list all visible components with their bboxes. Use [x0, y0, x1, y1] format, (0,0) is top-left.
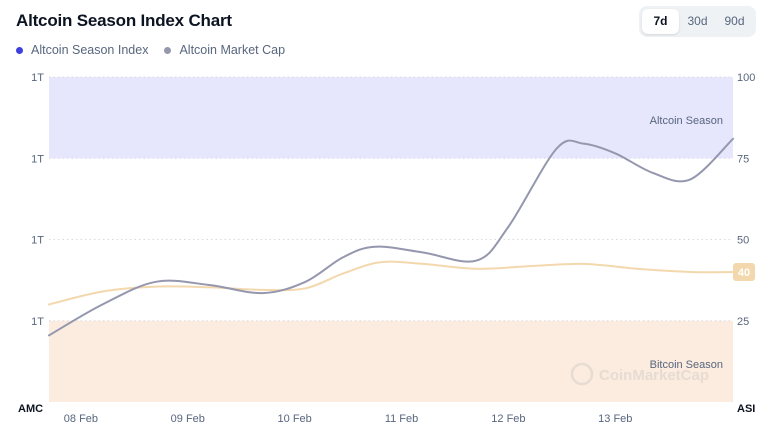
range-30d-button[interactable]: 30d	[687, 14, 708, 28]
legend-label-altcoin-market-cap: Altcoin Market Cap	[179, 43, 286, 57]
chart-title: Altcoin Season Index Chart	[16, 11, 232, 30]
range-7d-button[interactable]: 7d	[642, 9, 679, 34]
range-90d-button[interactable]: 90d	[724, 14, 745, 28]
altcoin-season-index-last-value: 40	[738, 267, 750, 279]
bitcoin-season-label: Bitcoin Season	[650, 359, 723, 371]
x-axis-tick: 13 Feb	[598, 413, 632, 425]
right-axis-tick: 50	[737, 235, 749, 247]
x-axis-tick: 10 Feb	[278, 413, 312, 425]
legend-label-altcoin-season-index: Altcoin Season Index	[31, 43, 149, 57]
legend-dot-altcoin-season-index	[16, 46, 23, 54]
legend-item-altcoin-market-cap[interactable]: Altcoin Market Cap	[164, 43, 285, 57]
right-axis-name: ASI	[737, 403, 755, 415]
chart-legend: Altcoin Season Index Altcoin Market Cap	[16, 43, 301, 57]
altcoin-season-zone	[49, 77, 733, 159]
x-axis-tick: 12 Feb	[491, 413, 525, 425]
x-axis-tick: 09 Feb	[171, 413, 205, 425]
watermark-text: CoinMarketCap	[599, 367, 709, 384]
bitcoin-season-zone	[49, 320, 733, 402]
right-axis-tick: 100	[737, 72, 755, 84]
coinmarketcap-logo-icon	[570, 362, 594, 386]
left-axis-tick: 1T	[31, 153, 44, 165]
legend-item-altcoin-season-index[interactable]: Altcoin Season Index	[16, 43, 148, 57]
legend-dot-altcoin-market-cap	[164, 46, 172, 54]
altcoin-market-cap-line	[48, 137, 734, 337]
left-axis-tick: 1T	[31, 235, 44, 247]
time-range-selector: 7d 30d 90d	[639, 6, 756, 37]
altcoin-season-index-last-value-badge	[733, 263, 755, 281]
right-axis-tick: 75	[737, 153, 749, 165]
altcoin-season-index-line	[48, 260, 734, 306]
x-axis-tick: 08 Feb	[64, 413, 98, 425]
x-axis-tick: 11 Feb	[385, 413, 418, 425]
left-axis-tick: 1T	[31, 316, 44, 328]
right-axis-tick: 25	[737, 316, 749, 328]
altcoin-season-label: Altcoin Season	[650, 115, 723, 127]
left-axis-tick: 1T	[31, 72, 44, 84]
left-axis-name: AMC	[18, 403, 43, 415]
